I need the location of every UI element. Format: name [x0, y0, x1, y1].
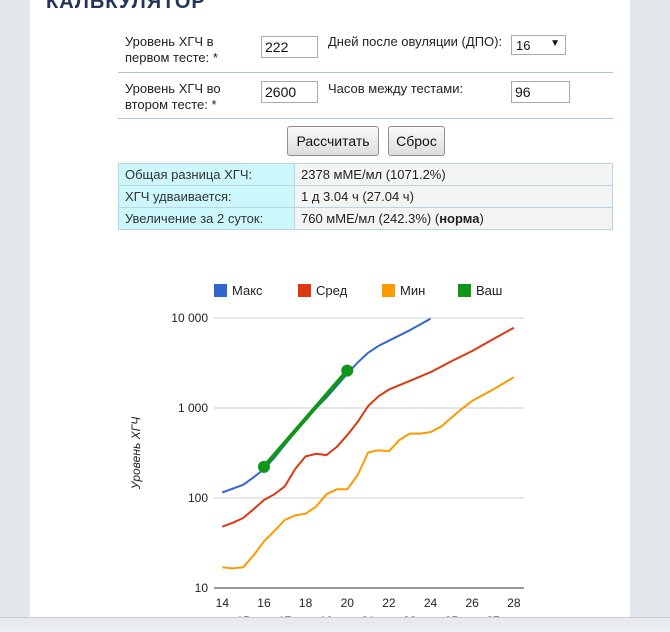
series-line-Ваш: [262, 369, 349, 469]
x-tick-label: 26: [466, 596, 480, 610]
table-row: Общая разница ХГЧ: 2378 мМЕ/мл (1071.2%): [118, 163, 613, 186]
dpo-label: Дней после овуляции (ДПО):: [328, 34, 503, 49]
dpo-select-value: 16: [516, 38, 531, 53]
table-row: ХГЧ удваивается: 1 д 3.04 ч (27.04 ч): [118, 185, 613, 208]
table-row: Увеличение за 2 суток: 760 мМЕ/мл (242.3…: [118, 207, 613, 230]
x-tick-label: 28: [507, 596, 521, 610]
result-value-text: 760 мМЕ/мл (242.3%) (: [301, 211, 440, 226]
calculate-button[interactable]: Рассчитать: [287, 126, 379, 156]
section-title: КАЛЬКУЛЯТОР: [46, 0, 206, 13]
hcg2-input[interactable]: [261, 81, 318, 103]
legend-swatch: [214, 284, 227, 297]
page-right-background: [630, 0, 670, 627]
hcg1-label: Уровень ХГЧ в первом тесте: *: [125, 34, 218, 65]
bottom-strip: [0, 617, 670, 628]
reset-button[interactable]: Сброс: [388, 126, 445, 156]
legend-label: Мин: [400, 283, 425, 298]
result-value-tail: ): [479, 211, 484, 226]
series-line-Мин: [222, 376, 515, 570]
x-tick-label: 20: [341, 596, 355, 610]
chevron-down-icon: ▼: [550, 38, 560, 49]
status-norm: норма: [439, 211, 480, 226]
series-line-Макс: [221, 317, 431, 494]
y-tick-label: 10: [195, 581, 209, 595]
result-label: ХГЧ удваивается:: [118, 185, 295, 208]
legend-swatch: [458, 284, 471, 297]
result-value: 760 мМЕ/мл (242.3%) (норма): [294, 207, 613, 230]
dpo-select[interactable]: 16 ▼: [511, 35, 566, 55]
hcg2-label: Уровень ХГЧ во втором тесте: *: [125, 81, 221, 112]
x-tick-label: 14: [216, 596, 230, 610]
hours-input[interactable]: [511, 81, 570, 103]
y-axis-title: Уровень ХГЧ: [129, 416, 143, 490]
y-tick-label: 1 000: [178, 401, 208, 415]
result-value: 1 д 3.04 ч (27.04 ч): [294, 185, 613, 208]
legend-label: Сред: [316, 283, 348, 298]
result-value: 2378 мМЕ/мл (1071.2%): [294, 163, 613, 186]
x-tick-label: 16: [257, 596, 271, 610]
legend-label: Ваш: [476, 283, 502, 298]
x-tick-label: 24: [424, 596, 438, 610]
result-label: Увеличение за 2 суток:: [118, 207, 295, 230]
series-line-Сред: [221, 326, 515, 528]
y-tick-label: 10 000: [171, 311, 208, 325]
x-tick-label: 22: [382, 596, 396, 610]
legend-swatch: [298, 284, 311, 297]
data-point: [341, 364, 354, 377]
legend-swatch: [382, 284, 395, 297]
hours-label: Часов между тестами:: [328, 81, 464, 96]
y-tick-label: 100: [188, 491, 208, 505]
legend-label: Макс: [232, 283, 263, 298]
results-table: Общая разница ХГЧ: 2378 мМЕ/мл (1071.2%)…: [118, 163, 613, 230]
form-separator: [118, 118, 613, 119]
form-separator: [118, 72, 613, 73]
page-left-background: [0, 0, 30, 627]
hcg1-input[interactable]: [261, 36, 318, 58]
data-point: [257, 460, 270, 473]
result-label: Общая разница ХГЧ:: [118, 163, 295, 186]
x-tick-label: 18: [299, 596, 313, 610]
